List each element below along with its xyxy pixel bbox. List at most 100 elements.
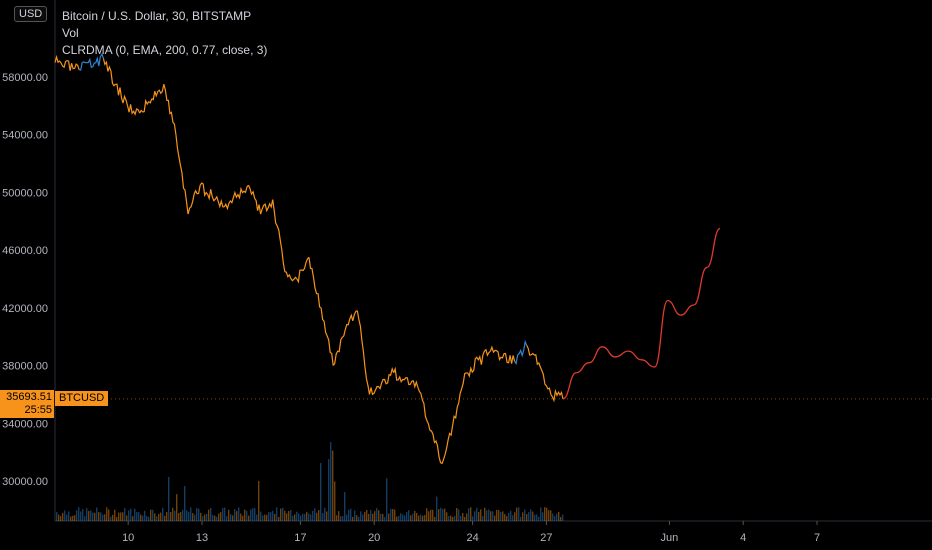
volume-bar [248, 515, 250, 521]
volume-bar [472, 516, 474, 521]
volume-bar [352, 516, 354, 521]
price-series-segment [393, 366, 419, 389]
volume-bar [358, 516, 360, 521]
volume-bar [348, 509, 350, 521]
volume-bar [506, 516, 508, 521]
legend-indicator[interactable]: CLRDMA (0, EMA, 200, 0.77, close, 3) [62, 43, 268, 57]
x-tick-label: 10 [122, 532, 134, 544]
volume-bar [86, 508, 88, 521]
volume-bar [414, 510, 416, 521]
volume-bar [270, 512, 272, 521]
volume-bar [166, 512, 168, 521]
volume-bar [446, 512, 448, 521]
x-tick-label: 13 [196, 532, 208, 544]
volume-bar [482, 516, 484, 521]
volume-bar [364, 512, 366, 521]
volume-bar [90, 510, 92, 521]
price-series-segment [538, 362, 552, 395]
x-tick-label: 17 [294, 532, 306, 544]
volume-bar [164, 515, 166, 521]
volume-bar [560, 516, 562, 521]
price-series-segment [344, 310, 358, 330]
volume-bar [266, 514, 268, 521]
volume-bar [322, 513, 324, 521]
volume-bar [82, 509, 84, 521]
volume-bar [542, 512, 544, 521]
volume-bar [88, 510, 90, 521]
volume-bar [460, 515, 462, 521]
volume-bar [280, 508, 282, 521]
volume-bar [330, 442, 332, 521]
volume-bar [264, 514, 266, 521]
volume-bar [178, 513, 180, 521]
volume-bar [262, 515, 264, 521]
volume-bar [234, 509, 236, 521]
y-tick-label: 30000.00 [2, 476, 48, 488]
volume-bar [408, 510, 410, 521]
volume-bar [146, 515, 148, 521]
volume-bar [388, 513, 390, 521]
price-series-segment [272, 199, 286, 272]
volume-bar [176, 494, 178, 521]
volume-bar [500, 511, 502, 521]
volume-bar [366, 509, 368, 521]
volume-bar [492, 511, 494, 521]
legend-symbol-title[interactable]: Bitcoin / U.S. Dollar, 30, BITSTAMP [62, 9, 252, 23]
volume-bar [286, 513, 288, 521]
volume-bar [516, 507, 518, 521]
volume-bar [184, 485, 186, 521]
volume-bar [342, 516, 344, 521]
volume-bar [128, 510, 130, 521]
volume-bar [518, 507, 520, 521]
volume-bar [278, 516, 280, 521]
volume-bar [428, 511, 430, 521]
last-price-value: 35693.51 [6, 391, 52, 403]
volume-bar [546, 507, 548, 521]
legend-volume[interactable]: Vol [62, 26, 79, 40]
price-series-segment [489, 345, 516, 364]
volume-bar [440, 507, 442, 521]
price-series-segment [223, 184, 249, 211]
volume-bar [120, 512, 122, 521]
volume-bar [464, 516, 466, 521]
volume-bar [122, 512, 124, 521]
volume-bar [274, 513, 276, 521]
x-tick-label: 24 [466, 532, 478, 544]
volume-bar [108, 509, 110, 521]
price-series-segment [308, 257, 322, 309]
currency-button[interactable]: USD [14, 6, 48, 22]
volume-bar [134, 508, 136, 521]
y-tick-label: 54000.00 [2, 130, 48, 142]
volume-bar [332, 450, 334, 521]
volume-bar [418, 515, 420, 521]
volume-bar [510, 510, 512, 521]
volume-bar [320, 462, 322, 521]
volume-bar [524, 509, 526, 521]
x-tick-label: 27 [540, 532, 552, 544]
volume-bar [288, 511, 290, 521]
volume-bar [186, 510, 188, 521]
volume-bar [410, 515, 412, 521]
volume-bar [374, 511, 376, 521]
volume-bar [402, 514, 404, 521]
volume-bar [218, 513, 220, 521]
price-series-segment [115, 83, 129, 107]
volume-bar [236, 511, 238, 521]
volume-bar [168, 476, 170, 521]
volume-bar [308, 513, 310, 521]
volume-bar [112, 514, 114, 521]
volume-bar [438, 509, 440, 521]
volume-bar [58, 514, 60, 521]
y-tick-label: 38000.00 [2, 361, 48, 373]
volume-bar [462, 513, 464, 521]
volume-bar [354, 510, 356, 521]
volume-bar [130, 508, 132, 521]
price-series-segment [247, 184, 262, 215]
volume-bar [304, 513, 306, 521]
volume-bar [150, 509, 152, 521]
price-series-segment [514, 339, 528, 366]
volume-bar [214, 515, 216, 521]
volume-bar [356, 515, 358, 521]
volume-bar [344, 492, 346, 521]
